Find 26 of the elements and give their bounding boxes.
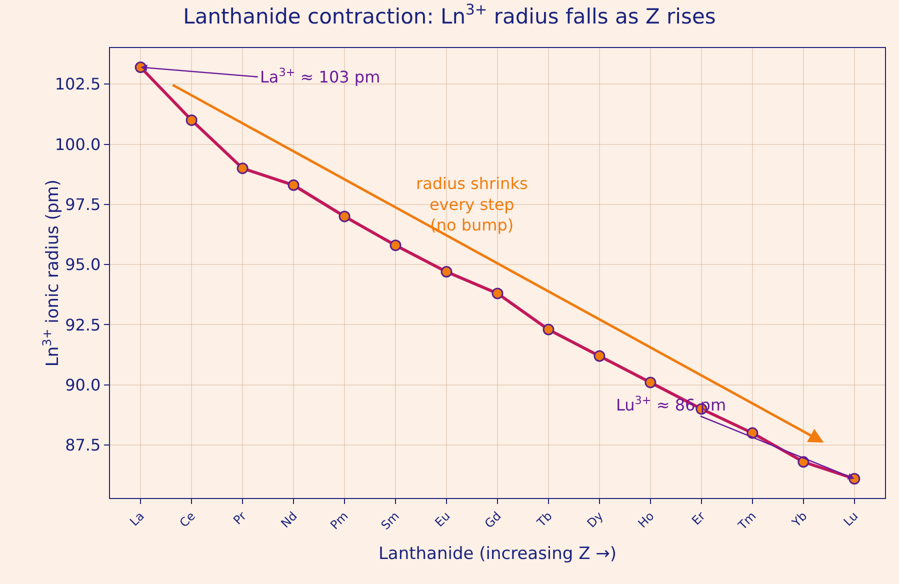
- y-tick-label: 92.5: [65, 315, 101, 334]
- y-tick-label: 95.0: [65, 255, 101, 274]
- x-tick-label: Er: [689, 508, 708, 528]
- y-tick-label: 90.0: [65, 376, 101, 394]
- y-tick-label: 102.5: [54, 74, 101, 94]
- x-tick-label: Yb: [788, 508, 810, 530]
- x-tick-label: Sm: [378, 508, 402, 533]
- x-tick-label: Ho: [635, 508, 657, 530]
- x-tick-label: Ce: [176, 508, 198, 530]
- annotation: Lu$^{3+}$ ≈ 86 pm: [616, 394, 726, 415]
- x-tick-label: Dy: [584, 508, 606, 530]
- annotation: La$^{3+}$ ≈ 103 pm: [260, 66, 380, 87]
- x-tick-label: Pm: [328, 508, 351, 532]
- x-tick-label: Pr: [230, 508, 249, 528]
- x-tick-label: La: [127, 508, 147, 529]
- x-tick-label: Nd: [278, 508, 300, 531]
- x-axis-title: Lanthanide (increasing Z →): [378, 544, 617, 564]
- chart-title: Lanthanide contraction: Ln$^{3+}$ radius falls as Z rises: [183, 2, 716, 28]
- x-tick-label: Lu: [840, 508, 861, 529]
- x-tick-label: Eu: [432, 508, 453, 530]
- y-tick-label: 87.5: [65, 436, 101, 455]
- y-tick-label: 97.5: [65, 195, 101, 214]
- x-tick-label: Tm: [734, 508, 759, 534]
- x-tick-label: Gd: [482, 508, 504, 531]
- x-tick-label: Tb: [534, 508, 555, 530]
- y-tick-label: 100.0: [54, 134, 101, 154]
